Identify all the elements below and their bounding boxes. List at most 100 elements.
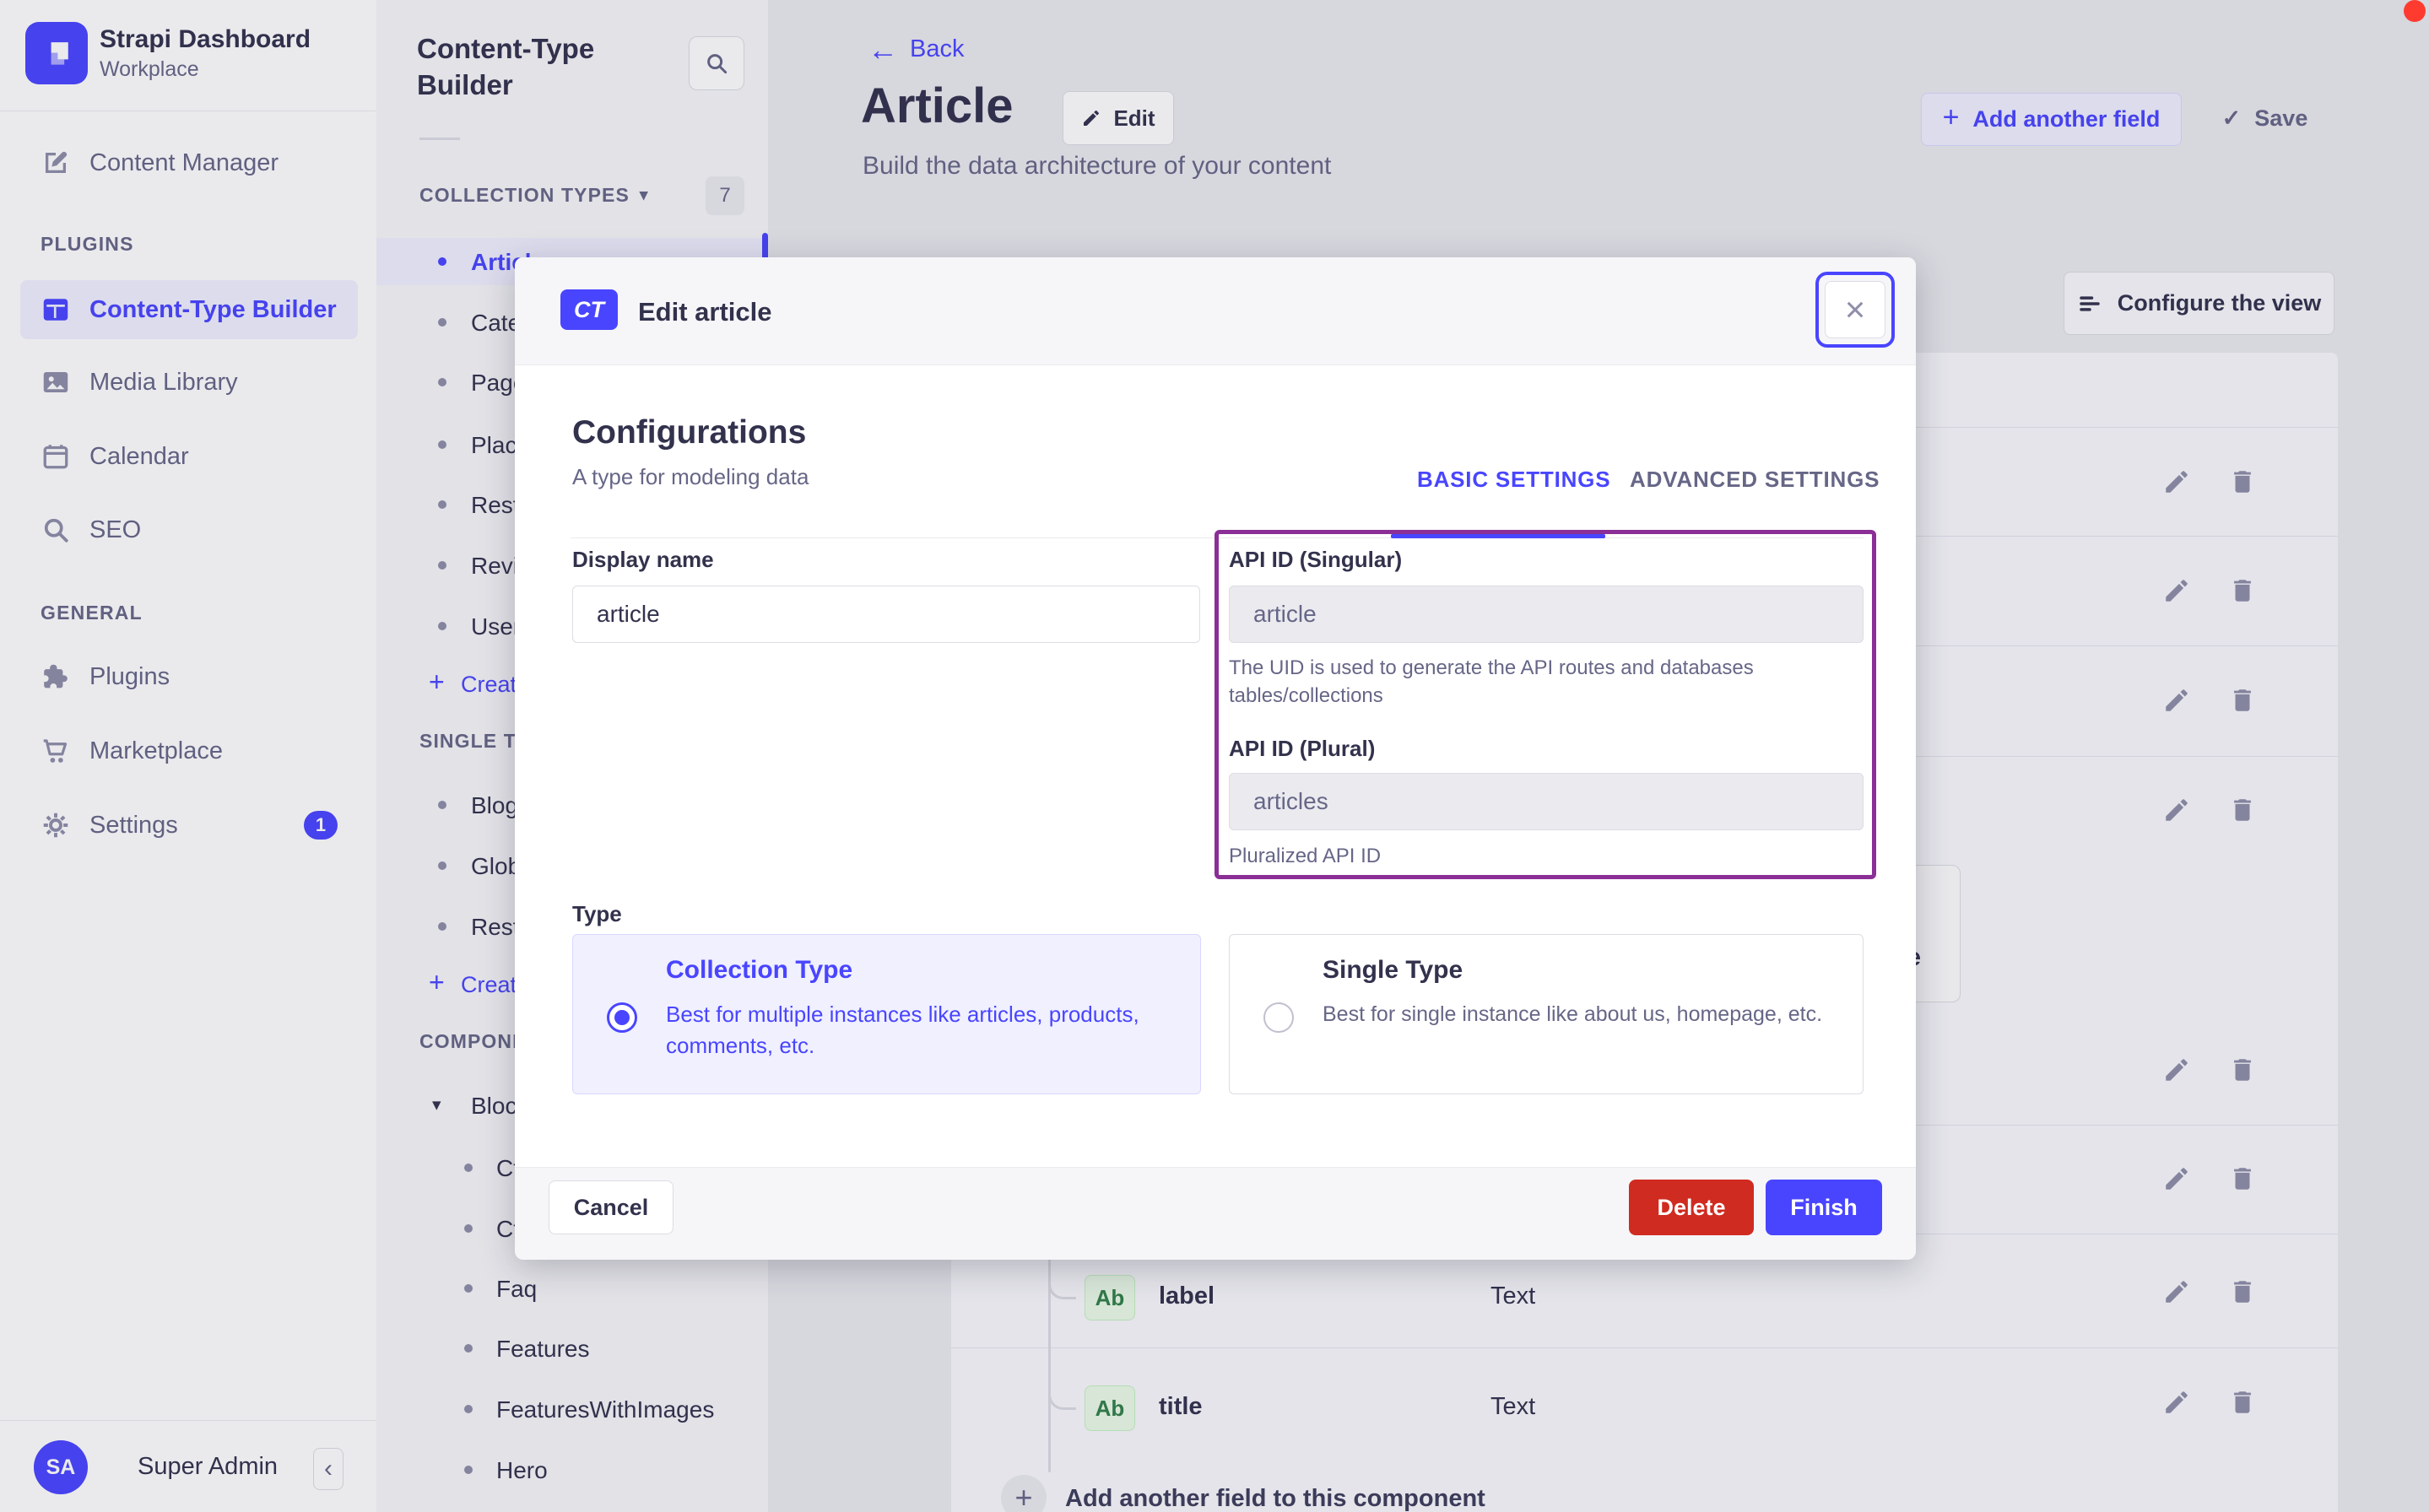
nav-item-faq[interactable]: Faq bbox=[376, 1265, 768, 1312]
single-type-card[interactable]: Single Type Best for single instance lik… bbox=[1229, 934, 1864, 1094]
modal-subheading: A type for modeling data bbox=[572, 464, 809, 489]
image-icon bbox=[43, 372, 68, 392]
bullet-icon bbox=[438, 257, 446, 266]
row-edit-button[interactable] bbox=[2162, 1164, 2191, 1193]
sidebar: Strapi Dashboard Workplace Content Manag… bbox=[0, 0, 377, 1512]
field-name: label bbox=[1159, 1282, 1215, 1310]
bullet-icon bbox=[438, 922, 446, 931]
collection-type-radio[interactable] bbox=[607, 1002, 637, 1033]
trash-icon bbox=[2234, 799, 2251, 821]
sidebar-item-settings[interactable]: Settings bbox=[20, 796, 358, 855]
modal-heading: Configurations bbox=[572, 414, 807, 451]
tab-advanced-settings[interactable]: ADVANCED SETTINGS bbox=[1630, 467, 1880, 492]
workspace-subtitle: Workplace bbox=[100, 57, 199, 81]
nav-item-features[interactable]: Features bbox=[376, 1325, 768, 1372]
strapi-logo-icon bbox=[51, 42, 68, 65]
row-delete-button[interactable] bbox=[2228, 686, 2257, 715]
back-arrow-icon: ← bbox=[868, 32, 898, 67]
add-another-field-button[interactable]: + Add another field bbox=[1921, 93, 2182, 146]
pencil-icon bbox=[1084, 111, 1100, 126]
row-delete-button[interactable] bbox=[2228, 576, 2257, 605]
sidebar-item-label: Calendar bbox=[89, 442, 189, 470]
save-button[interactable]: ✓ Save bbox=[2194, 93, 2336, 144]
row-edit-button[interactable] bbox=[2162, 796, 2191, 824]
sidebar-item-plugins[interactable]: Plugins bbox=[20, 647, 358, 706]
row-delete-button[interactable] bbox=[2228, 796, 2257, 824]
field-type: Text bbox=[1490, 1282, 1536, 1310]
nav-item-features-with-images[interactable]: FeaturesWithImages bbox=[376, 1385, 768, 1433]
sidebar-item-seo[interactable]: SEO bbox=[20, 500, 358, 559]
close-button-focus-ring: × bbox=[1815, 272, 1895, 348]
row-edit-button[interactable] bbox=[2162, 576, 2191, 605]
display-name-label: Display name bbox=[572, 547, 714, 572]
calendar-icon bbox=[43, 445, 68, 469]
bullet-icon bbox=[464, 1284, 473, 1293]
pencil-icon bbox=[2166, 1281, 2188, 1303]
api-id-singular-input[interactable] bbox=[1229, 586, 1864, 643]
collection-types-header[interactable]: COLLECTION TYPES ▾ bbox=[419, 184, 649, 206]
bullet-icon bbox=[438, 801, 446, 809]
pencil-icon bbox=[2166, 689, 2188, 711]
tab-basic-settings[interactable]: BASIC SETTINGS bbox=[1417, 467, 1611, 492]
settings-notification-badge: 1 bbox=[304, 811, 338, 840]
modal-title: Edit article bbox=[638, 297, 772, 327]
add-component-field-label[interactable]: Add another field to this component bbox=[1065, 1485, 1485, 1512]
row-edit-button[interactable] bbox=[2162, 1056, 2191, 1084]
nav-item-hero[interactable]: Hero bbox=[376, 1446, 768, 1493]
panel-search-button[interactable] bbox=[689, 36, 744, 90]
modal-header: CT Edit article × bbox=[515, 257, 1916, 365]
sidebar-item-media-library[interactable]: Media Library bbox=[20, 353, 358, 412]
sidebar-item-content-type-builder[interactable]: Content-Type Builder bbox=[20, 280, 358, 339]
plus-icon: + bbox=[1942, 101, 1960, 133]
nav-item-user[interactable]: User bbox=[376, 602, 768, 650]
collection-type-card[interactable]: Collection Type Best for multiple instan… bbox=[572, 934, 1201, 1094]
plus-icon: + bbox=[429, 967, 445, 997]
row-delete-button[interactable] bbox=[2228, 1164, 2257, 1193]
page-title: Article bbox=[861, 78, 1014, 133]
single-type-radio[interactable] bbox=[1263, 1002, 1294, 1033]
trash-icon bbox=[2234, 1059, 2251, 1081]
nav-item-blog[interactable]: Blog bbox=[376, 781, 768, 829]
edit-article-modal: CT Edit article × Configurations A type … bbox=[515, 257, 1916, 1260]
row-delete-button[interactable] bbox=[2228, 1056, 2257, 1084]
sidebar-item-calendar[interactable]: Calendar bbox=[20, 427, 358, 486]
bullet-icon bbox=[464, 1224, 473, 1233]
bullet-icon bbox=[438, 561, 446, 570]
bullet-icon bbox=[438, 500, 446, 509]
bullet-icon bbox=[464, 1344, 473, 1353]
sidebar-item-label: Media Library bbox=[89, 368, 238, 396]
row-edit-button[interactable] bbox=[2162, 1277, 2191, 1306]
bullet-icon bbox=[464, 1466, 473, 1474]
api-id-singular-label: API ID (Singular) bbox=[1229, 547, 1403, 572]
pencil-icon bbox=[2166, 471, 2188, 493]
avatar[interactable]: SA bbox=[34, 1440, 88, 1494]
add-component-field-button[interactable]: + bbox=[1001, 1475, 1047, 1512]
configure-view-button[interactable]: Configure the view bbox=[2064, 272, 2334, 335]
edit-button[interactable]: Edit bbox=[1063, 91, 1174, 145]
row-delete-button[interactable] bbox=[2228, 1277, 2257, 1306]
row-edit-button[interactable] bbox=[2162, 686, 2191, 715]
back-link[interactable]: ← Back bbox=[868, 32, 965, 67]
row-delete-button[interactable] bbox=[2228, 467, 2257, 496]
sidebar-item-marketplace[interactable]: Marketplace bbox=[20, 721, 358, 780]
close-icon: × bbox=[1844, 289, 1866, 329]
row-delete-button[interactable] bbox=[2228, 1388, 2257, 1417]
layout-grid-icon bbox=[43, 299, 68, 321]
close-button[interactable]: × bbox=[1825, 281, 1885, 338]
delete-button[interactable]: Delete bbox=[1629, 1180, 1754, 1235]
sidebar-collapse-button[interactable]: ‹ bbox=[313, 1448, 344, 1490]
bullet-icon bbox=[438, 861, 446, 870]
sidebar-item-content-manager[interactable]: Content Manager bbox=[20, 133, 358, 192]
row-edit-button[interactable] bbox=[2162, 1388, 2191, 1417]
filter-icon bbox=[2079, 295, 2100, 311]
finish-button[interactable]: Finish bbox=[1766, 1180, 1882, 1235]
chevron-left-icon: ‹ bbox=[324, 1455, 333, 1482]
cancel-button[interactable]: Cancel bbox=[549, 1180, 674, 1234]
trash-icon bbox=[2234, 1391, 2251, 1413]
tree-branch bbox=[1048, 1357, 1076, 1410]
sidebar-footer-divider bbox=[0, 1420, 376, 1421]
row-edit-button[interactable] bbox=[2162, 467, 2191, 496]
display-name-input[interactable] bbox=[572, 586, 1200, 643]
api-id-plural-input[interactable] bbox=[1229, 773, 1864, 830]
search-icon bbox=[707, 54, 728, 74]
